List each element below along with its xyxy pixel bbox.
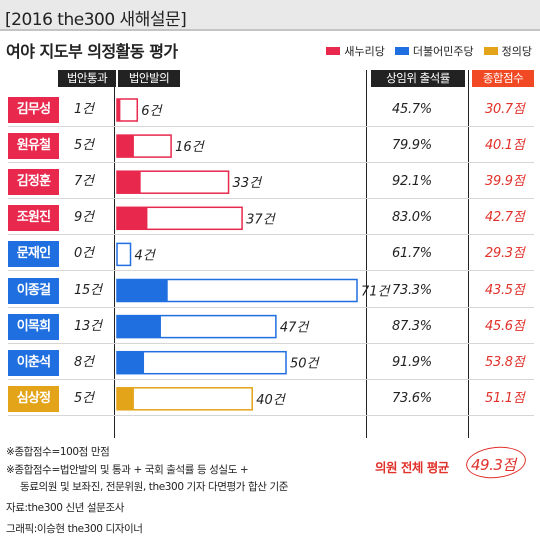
column-header-score: 종합점수 — [472, 70, 534, 87]
bar-passed — [117, 351, 145, 374]
header-bar: [2016 the300 새해설문] — [0, 0, 540, 31]
legend-label-minjoo: 더불어민주당 — [412, 45, 474, 58]
attendance-value: 45.7% — [392, 102, 432, 117]
bar-proposed-label: 33건 — [233, 176, 264, 191]
row-separator — [8, 414, 534, 416]
bar-proposed-label: 4건 — [135, 248, 157, 263]
legend-item-minjoo: 더불어민주당 — [394, 43, 474, 59]
legend-swatch-saenuri — [326, 47, 341, 55]
average-value: 49.3점 — [471, 456, 516, 474]
score-value: 51.1점 — [485, 390, 525, 406]
row-name-label: 원유철 — [8, 133, 59, 160]
legend-swatch-justice — [483, 47, 498, 55]
bar-proposed-label: 6건 — [141, 104, 163, 119]
passed-count: 13건 — [74, 318, 102, 334]
bar-passed — [117, 279, 168, 302]
legend-item-justice: 정의당 — [483, 43, 532, 59]
bar-passed — [117, 135, 134, 158]
passed-count: 1건 — [74, 102, 94, 117]
bar-passed — [117, 315, 161, 338]
score-value: 30.7점 — [485, 102, 525, 117]
chart-subtitle: 여야 지도부 의정활동 평가 — [6, 42, 178, 61]
legend-label-saenuri: 새누리당 — [344, 45, 385, 58]
legend-swatch-minjoo — [394, 47, 409, 55]
passed-count: 0건 — [74, 246, 94, 262]
divider-score — [468, 70, 469, 438]
bar-proposed-label: 47건 — [280, 321, 311, 336]
row-separator — [8, 270, 534, 272]
bar-proposed-label: 40건 — [256, 393, 287, 408]
bar-proposed-label: 50건 — [290, 357, 321, 372]
attendance-value: 92.1% — [392, 174, 432, 190]
passed-count: 9건 — [74, 210, 94, 226]
attendance-value: 83.0% — [392, 210, 432, 226]
score-value: 42.7점 — [485, 210, 525, 226]
row-name-label: 이춘석 — [8, 349, 59, 376]
average-label: 의원 전체 평균 — [375, 460, 449, 475]
bar-passed — [117, 171, 141, 194]
legend-item-saenuri: 새누리당 — [326, 43, 385, 59]
row-name-label: 이목희 — [8, 313, 59, 340]
passed-count: 15건 — [74, 282, 102, 298]
passed-count: 5건 — [74, 138, 94, 154]
passed-count: 7건 — [74, 174, 94, 190]
row-name-label: 문재인 — [8, 241, 59, 268]
divider-passed — [114, 70, 115, 438]
footnote-2: ※종합점수=법안발의 및 통과 + 국회 출석률 등 성실도 + — [6, 464, 249, 476]
divider-attendance — [366, 70, 367, 438]
column-header-attendance: 상임위 출석률 — [371, 70, 465, 87]
score-value: 45.6점 — [485, 318, 525, 334]
passed-count: 5건 — [74, 390, 94, 406]
row-separator — [8, 306, 534, 308]
row-name-label: 조원진 — [8, 205, 59, 232]
bar-proposed — [116, 242, 132, 267]
row-separator — [8, 162, 534, 164]
bar-proposed — [116, 387, 253, 411]
legend: 새누리당 더불어민주당 정의당 — [326, 43, 532, 59]
score-value: 43.5점 — [485, 282, 525, 298]
row-separator — [8, 234, 534, 236]
column-header-passed: 법안통과 — [58, 70, 116, 87]
score-value: 53.8점 — [485, 354, 525, 370]
row-separator — [8, 378, 534, 380]
score-value: 39.9점 — [485, 174, 525, 190]
footnote-source: 자료:the300 신년 설문조사 — [6, 502, 124, 514]
row-name-label: 김무성 — [8, 97, 59, 123]
row-name-label: 김정훈 — [8, 169, 59, 196]
bar-passed — [117, 387, 134, 410]
bar-proposed-label: 71건 — [361, 285, 392, 300]
column-header-proposed: 법안발의 — [118, 70, 180, 87]
footnote-3: 동료의원 및 보좌진, 전문위원, the300 기자 다면평가 합산 기준 — [20, 481, 288, 493]
row-separator — [8, 126, 534, 127]
bar-proposed-label: 37건 — [246, 212, 277, 227]
bar-proposed-label: 16건 — [175, 140, 206, 155]
row-separator — [8, 198, 534, 200]
bar-passed — [117, 207, 148, 230]
attendance-value: 87.3% — [392, 318, 432, 334]
row-separator — [8, 342, 534, 344]
row-name-label: 이종걸 — [8, 277, 59, 304]
score-value: 29.3점 — [485, 246, 525, 262]
attendance-value: 91.9% — [392, 354, 432, 370]
attendance-value: 79.9% — [392, 138, 432, 154]
score-value: 40.1점 — [485, 138, 525, 154]
attendance-value: 73.3% — [392, 282, 432, 298]
bar-passed — [117, 99, 121, 121]
header-title: [2016 the300 새해설문] — [5, 10, 187, 30]
attendance-value: 61.7% — [392, 246, 432, 262]
footnote-1: ※종합점수=100점 만점 — [6, 446, 110, 458]
footnote-credit: 그래픽:이승현 the300 디자이너 — [6, 523, 143, 535]
legend-label-justice: 정의당 — [501, 45, 532, 58]
attendance-value: 73.6% — [392, 390, 432, 406]
row-name-label: 심상정 — [8, 385, 59, 412]
passed-count: 8건 — [74, 354, 94, 370]
